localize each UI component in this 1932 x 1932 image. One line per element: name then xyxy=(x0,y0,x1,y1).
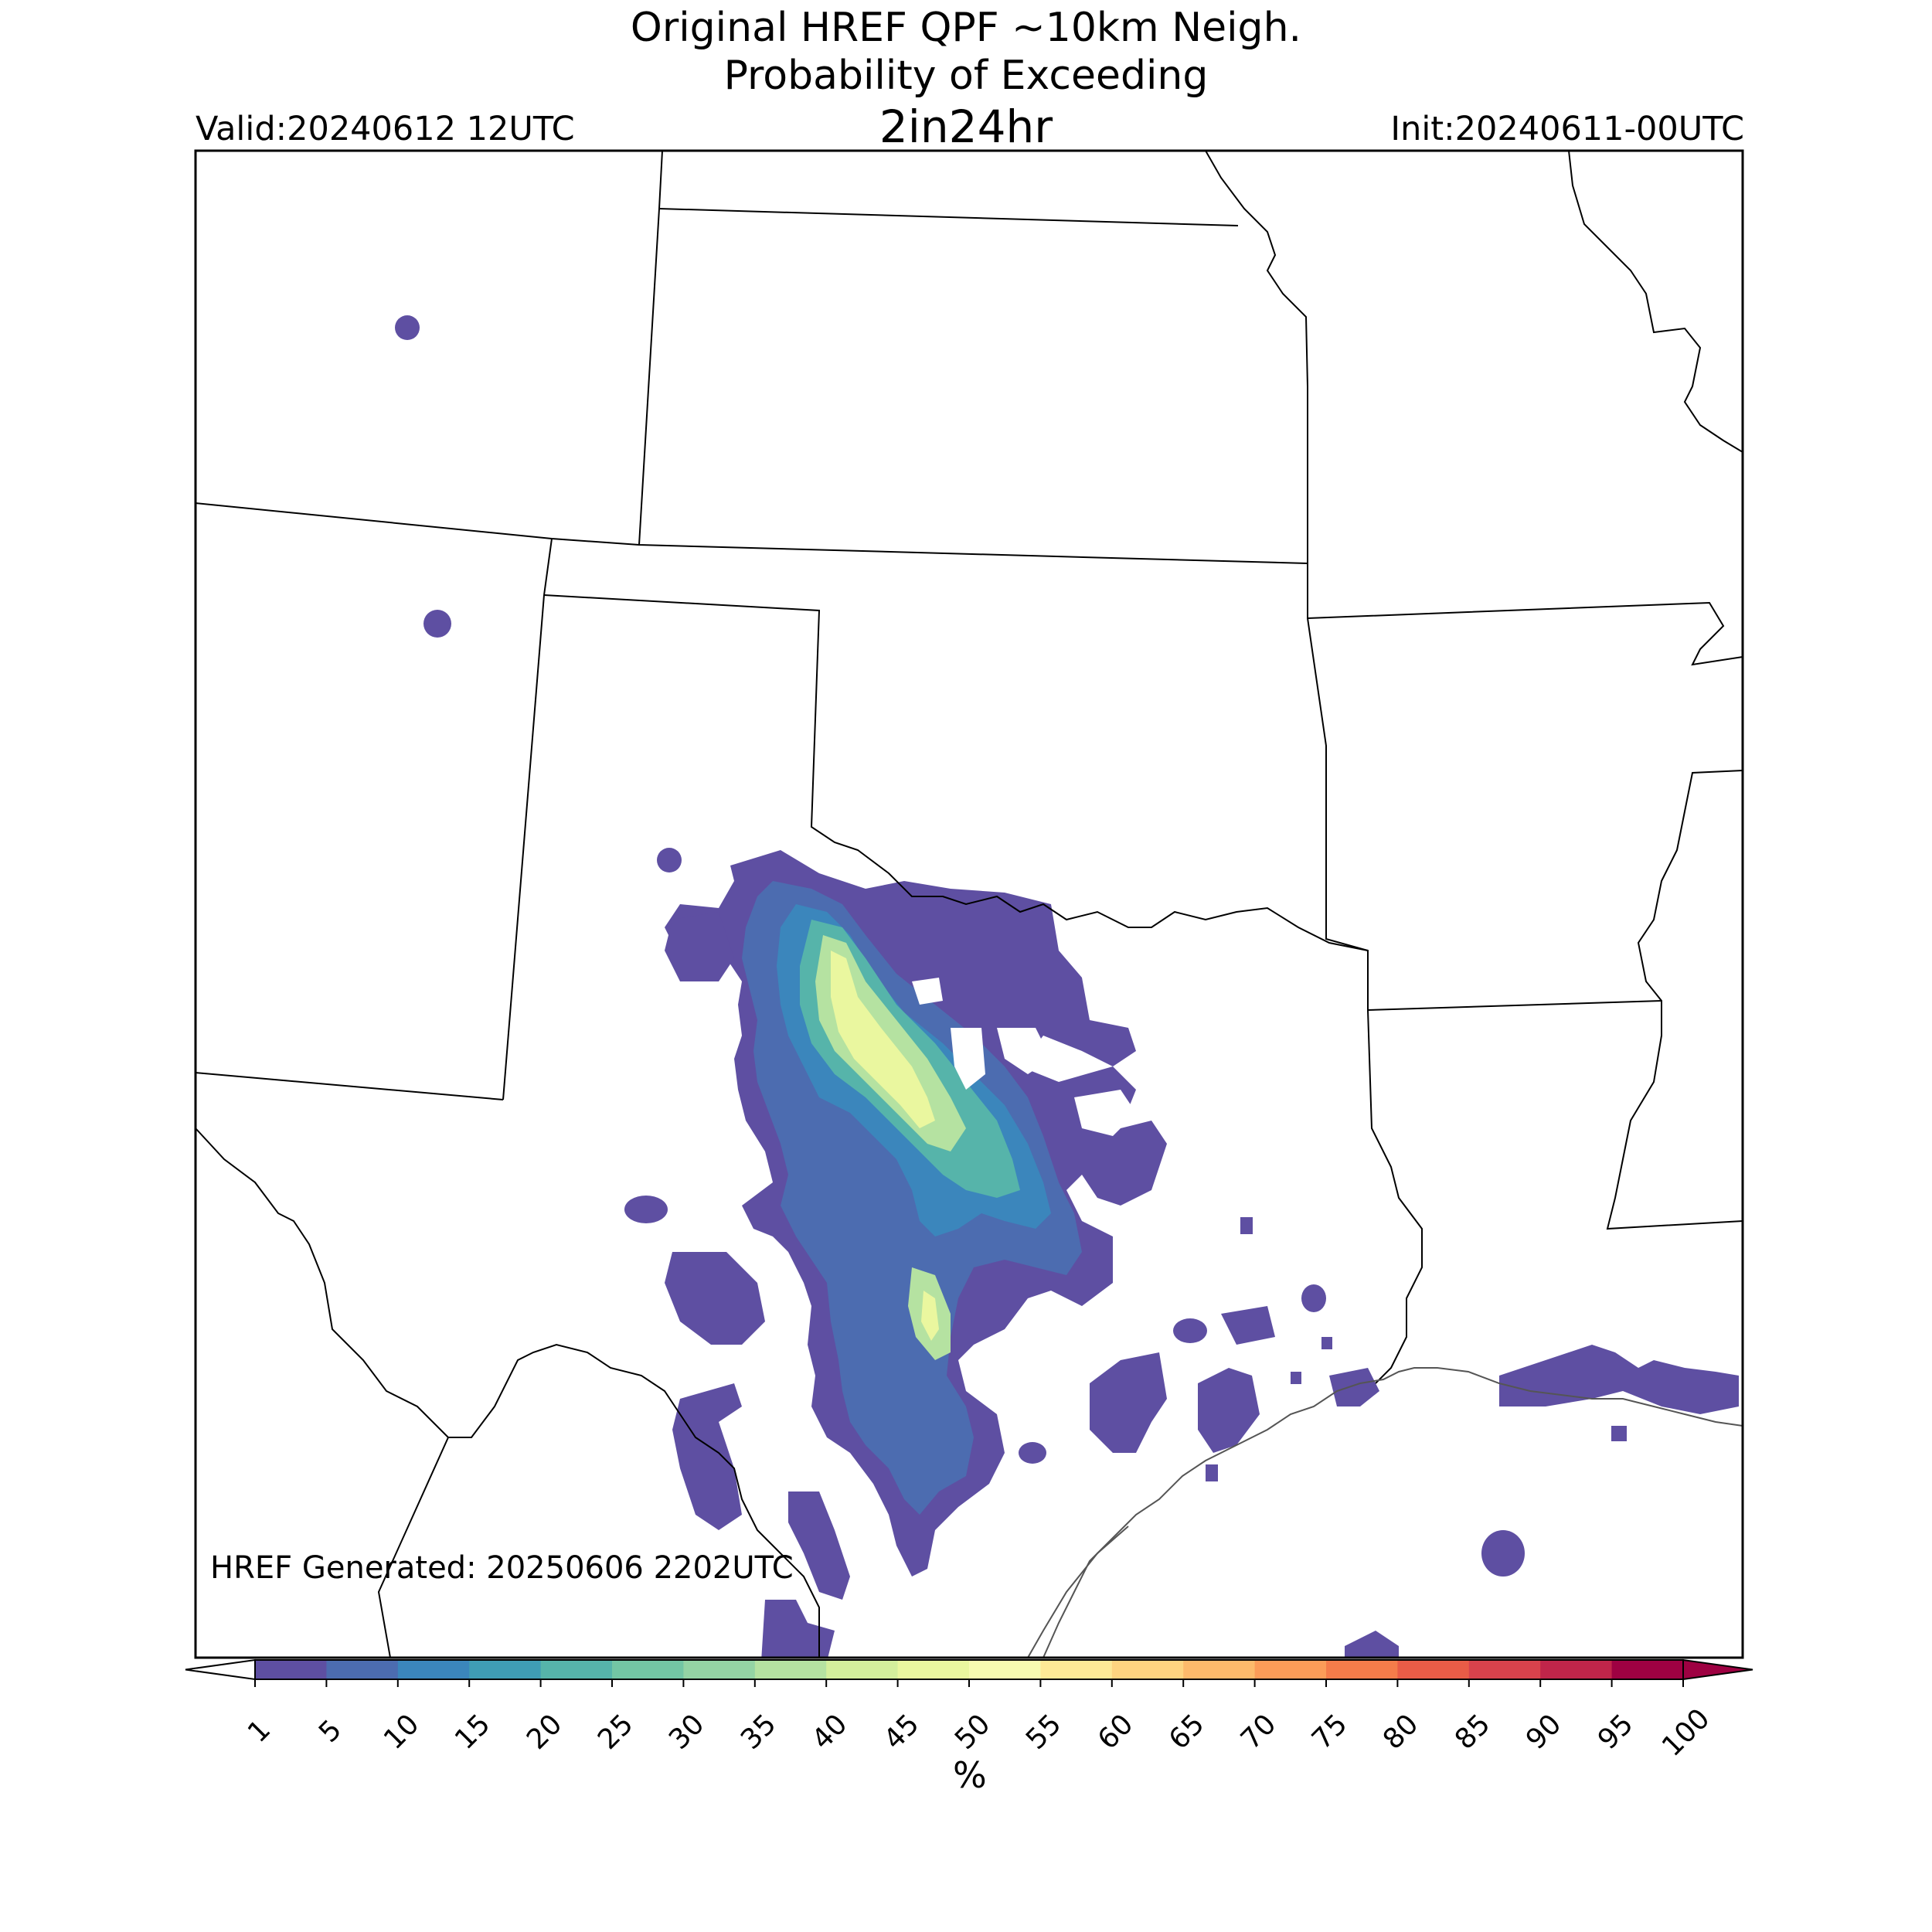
field-gap-2 xyxy=(951,1028,985,1090)
colorbar-swatch xyxy=(469,1660,542,1679)
probability-field xyxy=(395,315,1739,1658)
colorbar-extend-high xyxy=(1682,1658,1753,1681)
colorbar-swatch xyxy=(1040,1660,1113,1679)
prob-area-spot-f xyxy=(1321,1337,1332,1349)
title-line1: Original HREF QPF ~10km Neigh. xyxy=(630,5,1302,51)
generated-label: HREF Generated: 20250606 2202UTC xyxy=(210,1550,794,1586)
prob-area-utah-spot xyxy=(423,610,451,638)
state-line-9 xyxy=(1307,601,1743,666)
prob-area-louisiana-coast xyxy=(1499,1345,1739,1414)
prob-area-spot-e xyxy=(1291,1372,1301,1384)
field-gap-3 xyxy=(1074,1090,1136,1136)
prob-area-east-tx-5 xyxy=(1301,1284,1326,1312)
prob-area-east-tx-6 xyxy=(1240,1217,1253,1234)
mexico-border xyxy=(377,1437,449,1658)
colorbar-swatch xyxy=(1611,1660,1684,1679)
texas-border-west xyxy=(196,1128,820,1658)
prob-area-east-tx-4 xyxy=(1173,1318,1207,1343)
prob-area-gulf-1 xyxy=(1481,1530,1525,1577)
colorbar-swatch xyxy=(1468,1660,1541,1679)
colorbar-swatch xyxy=(754,1660,827,1679)
state-line-7 xyxy=(196,1072,504,1100)
colorbar-swatch xyxy=(397,1660,470,1679)
prob-area-east-tx-3 xyxy=(1221,1306,1275,1345)
prob-area-houston xyxy=(1329,1368,1379,1406)
colorbar-unit-label: % xyxy=(953,1754,987,1796)
state-line-10 xyxy=(1367,1000,1662,1011)
state-line-11 xyxy=(1606,770,1743,1230)
state-line-2 xyxy=(638,151,663,546)
prob-area-central-texas-core xyxy=(831,951,935,1128)
colorbar-swatch xyxy=(969,1660,1041,1679)
colorbar-swatch xyxy=(1111,1660,1184,1679)
prob-area-west-tx-1 xyxy=(665,912,734,981)
state-line-13 xyxy=(1568,151,1743,453)
colorbar-swatch xyxy=(1397,1660,1470,1679)
prob-area-spot-c xyxy=(1019,1442,1046,1464)
colorbar-swatch xyxy=(326,1660,399,1679)
colorbar-swatch xyxy=(612,1660,684,1679)
colorbar-swatch xyxy=(1254,1660,1327,1679)
prob-area-spot-g xyxy=(1611,1426,1627,1441)
colorbar-swatch xyxy=(897,1660,970,1679)
prob-area-east-tx-1 xyxy=(1090,1352,1167,1453)
prob-area-south-border-1 xyxy=(788,1492,850,1600)
prob-area-west-tx-3 xyxy=(665,1252,765,1345)
prob-area-south-secondary-inner xyxy=(921,1291,939,1341)
prob-area-spot-d xyxy=(1206,1464,1218,1481)
prob-area-south-border-2 xyxy=(761,1600,835,1658)
field-gap-1 xyxy=(997,1028,1051,1074)
map-frame xyxy=(194,149,1744,1659)
state-line-3 xyxy=(658,208,1239,226)
valid-time-label: Valid:20240612 12UTC xyxy=(196,110,575,148)
colorbar-swatch xyxy=(826,1660,899,1679)
init-time-label: Init:20240611-00UTC xyxy=(1390,110,1744,148)
state-line-8 xyxy=(1307,563,1423,1384)
title-line2: Probability of Exceeding xyxy=(723,53,1209,99)
state-line-1 xyxy=(196,502,1308,564)
state-line-4 xyxy=(543,538,553,596)
colorbar-extend-low xyxy=(185,1658,256,1681)
title-line3: 2in24hr xyxy=(879,100,1053,153)
prob-area-wyoming-spot xyxy=(395,315,420,340)
colorbar-swatch xyxy=(1326,1660,1398,1679)
state-boundaries xyxy=(196,151,1743,1658)
colorbar-swatch xyxy=(1183,1660,1256,1679)
prob-area-big-bend xyxy=(672,1383,742,1530)
colorbar-swatch xyxy=(1540,1660,1613,1679)
state-line-12 xyxy=(1205,151,1308,563)
prob-area-gulf-2 xyxy=(1345,1631,1399,1658)
colorbar-swatch xyxy=(540,1660,613,1679)
prob-area-east-tx-2 xyxy=(1198,1368,1260,1453)
prob-area-west-tx-2 xyxy=(624,1196,668,1223)
colorbar-swatch xyxy=(255,1660,327,1679)
prob-area-nm-spot xyxy=(657,848,682,872)
gulf-coastline xyxy=(1027,1367,1743,1658)
colorbar-swatch xyxy=(683,1660,756,1679)
colorbar xyxy=(185,1658,1753,1687)
state-line-5 xyxy=(543,594,1369,951)
state-line-6 xyxy=(502,594,545,1100)
field-gap-4 xyxy=(912,978,943,1005)
